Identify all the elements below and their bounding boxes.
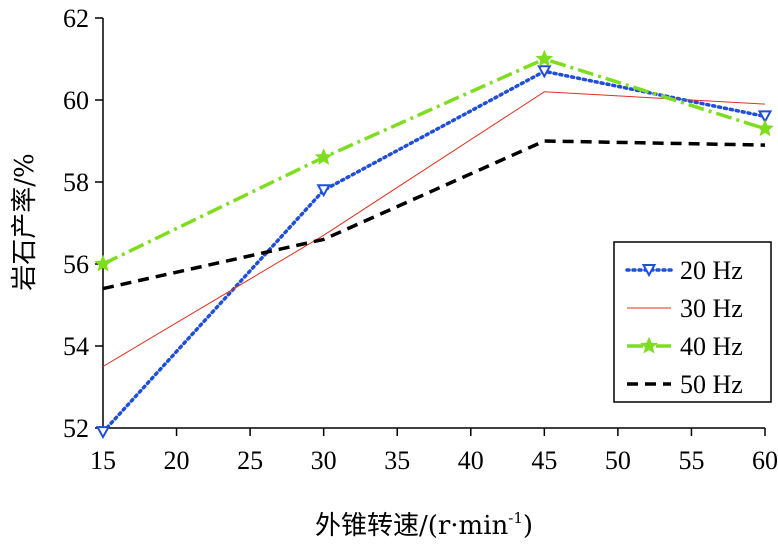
legend-item: 40 Hz <box>627 332 743 361</box>
legend-item: 20 Hz <box>625 256 743 285</box>
x-axis-title-close: ) <box>523 511 533 541</box>
x-tick-label: 25 <box>237 446 263 475</box>
y-axis-title: 岩石产率/% <box>10 153 40 290</box>
x-tick-label: 55 <box>678 446 704 475</box>
chart-axes <box>102 18 765 429</box>
x-axis-title: 外锥转速/(r·min-1) <box>315 509 533 541</box>
y-tick-label: 54 <box>63 332 89 361</box>
x-tick-label: 20 <box>164 446 190 475</box>
x-axis-title-superscript: -1 <box>508 509 523 527</box>
legend-label: 20 Hz <box>680 256 743 285</box>
data-point <box>756 119 774 137</box>
y-tick-label: 52 <box>63 414 89 443</box>
legend-marker <box>641 264 657 278</box>
legend-label: 30 Hz <box>680 294 743 323</box>
y-axis-ticks: 52 54 56 58 60 62 <box>63 4 103 443</box>
legend-item: 30 Hz <box>627 294 743 323</box>
x-axis-title-main: 外锥转速/(r·min <box>315 511 509 541</box>
data-point <box>757 110 773 124</box>
x-tick-label: 50 <box>605 446 631 475</box>
legend-marker <box>640 336 658 354</box>
series-3 <box>102 139 766 291</box>
y-tick-label: 62 <box>63 4 89 33</box>
y-tick-label: 60 <box>63 86 89 115</box>
y-tick-label: 56 <box>63 250 89 279</box>
data-point <box>316 184 331 198</box>
data-point <box>95 426 111 440</box>
series-line <box>102 91 766 367</box>
x-tick-label: 15 <box>90 446 116 475</box>
y-tick-label: 58 <box>63 168 89 197</box>
data-point <box>94 254 112 272</box>
legend-label: 50 Hz <box>680 370 743 399</box>
legend: 20 Hz 30 Hz 40 Hz 50 Hz <box>613 241 772 403</box>
x-tick-label: 40 <box>458 446 484 475</box>
series-2 <box>94 49 774 272</box>
series-layer <box>94 49 774 440</box>
legend-item: 50 Hz <box>627 370 743 399</box>
data-point <box>314 148 333 165</box>
data-point <box>535 49 554 67</box>
data-point <box>537 65 552 79</box>
series-line <box>102 57 766 266</box>
x-tick-label: 60 <box>752 446 778 475</box>
series-1 <box>102 91 766 367</box>
x-tick-label: 45 <box>531 446 557 475</box>
x-axis-ticks: 15 20 25 30 35 40 45 50 55 60 <box>90 428 778 475</box>
series-line <box>102 139 766 291</box>
x-tick-label: 30 <box>311 446 337 475</box>
legend-label: 40 Hz <box>680 332 743 361</box>
x-tick-label: 35 <box>384 446 410 475</box>
